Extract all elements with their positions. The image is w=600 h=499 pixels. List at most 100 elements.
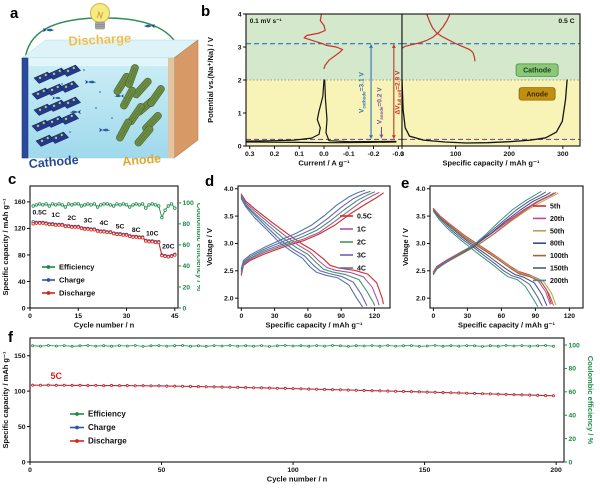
svg-text:-0.1: -0.1 [343, 151, 355, 158]
panel-label-f: f [8, 329, 13, 346]
svg-text:Anode: Anode [526, 91, 548, 98]
svg-text:3.5: 3.5 [416, 213, 426, 220]
svg-text:100th: 100th [550, 253, 568, 260]
annotation: 0.5C [32, 210, 46, 217]
svg-text:100: 100 [450, 151, 462, 158]
svg-text:80: 80 [183, 221, 191, 228]
svg-text:60: 60 [304, 313, 312, 320]
svg-text:100: 100 [569, 342, 581, 349]
svg-text:60: 60 [498, 313, 506, 320]
series-cathode-cv [303, 14, 344, 70]
svg-text:100: 100 [14, 388, 26, 395]
svg-text:100: 100 [183, 200, 195, 207]
svg-text:50: 50 [18, 424, 26, 431]
svg-text:ΔVfull cell=2.9 V: ΔVfull cell=2.9 V [395, 70, 403, 114]
svg-text:80th: 80th [550, 241, 564, 248]
legend: 5th 20th 50th 80th 100th 150th 200th [533, 204, 568, 285]
svg-text:0.5C: 0.5C [32, 210, 46, 217]
panel-e-chart: 0 30 60 90 120 2.0 2.5 3.0 3.5 4.0 Specific capaci… [401, 185, 584, 330]
svg-text:0: 0 [28, 313, 32, 320]
svg-text:0: 0 [432, 313, 436, 320]
svg-text:150: 150 [14, 353, 26, 360]
plot-frame [29, 185, 179, 309]
svg-text:Efficiency: Efficiency [88, 410, 126, 419]
svg-text:Current / A g⁻¹: Current / A g⁻¹ [298, 159, 350, 168]
annotation: Vcathode=3.1 V [359, 72, 367, 113]
annotation: 1C [51, 212, 60, 219]
svg-text:90: 90 [337, 313, 345, 320]
svg-text:Coulombic efficiency / %: Coulombic efficiency / % [195, 203, 200, 292]
svg-text:0: 0 [400, 151, 404, 158]
svg-text:Voltage / V: Voltage / V [205, 228, 214, 266]
svg-text:Vcathode=3.1 V: Vcathode=3.1 V [359, 72, 367, 113]
series-1C-discharge [240, 194, 380, 306]
svg-text:40: 40 [18, 279, 26, 286]
annotation-arrow [391, 44, 396, 139]
svg-text:Cathode: Cathode [523, 68, 551, 75]
svg-text:0: 0 [22, 459, 26, 466]
svg-text:2: 2 [238, 77, 242, 84]
svg-text:2C: 2C [357, 240, 366, 247]
annotation: 5C [51, 371, 63, 381]
svg-text:5th: 5th [550, 204, 561, 211]
svg-text:Discharge: Discharge [59, 289, 95, 298]
annotation: 0.1 mV s⁻¹ [250, 18, 282, 25]
svg-text:2.5: 2.5 [416, 268, 426, 275]
panel-d-chart: 0 30 60 90 120 2.0 2.5 3.0 3.5 4.0 Specific capaci… [205, 185, 391, 330]
svg-text:30: 30 [123, 313, 131, 320]
svg-text:15: 15 [74, 313, 82, 320]
svg-text:10C: 10C [146, 231, 159, 238]
svg-text:0.1: 0.1 [295, 151, 305, 158]
svg-text:80: 80 [569, 366, 577, 373]
annotation: 10C [146, 231, 159, 238]
svg-text:-0.3: -0.3 [392, 151, 404, 158]
svg-text:40: 40 [569, 413, 577, 420]
svg-text:0.0: 0.0 [319, 151, 329, 158]
svg-text:200: 200 [504, 151, 516, 158]
axes: 0 30 60 90 120 2.0 2.5 3.0 3.5 4.0 Specific capaci… [205, 186, 380, 329]
series-discharge [31, 383, 555, 398]
axes: 0 15 30 45 0 40 80 120 160 0 20 40 60 80 100 Cycle numb… [1, 198, 200, 329]
svg-text:0: 0 [183, 305, 187, 312]
panel-c-chart: 0 15 30 45 0 40 80 120 160 0 20 40 60 80 100 Cycle numb… [1, 185, 200, 330]
series-anode-cv-bottom [246, 141, 397, 144]
plot-frame [429, 185, 584, 309]
svg-text:1C: 1C [51, 212, 60, 219]
series-discharge [31, 221, 177, 259]
svg-text:20C: 20C [162, 243, 175, 250]
svg-text:30: 30 [271, 313, 279, 320]
badge-anode: Anode [518, 87, 556, 101]
cathode-label: Cathode [28, 153, 79, 170]
annotation: ΔVfull cell=2.9 V [395, 70, 403, 114]
svg-text:4: 4 [238, 11, 242, 18]
svg-text:0: 0 [238, 143, 242, 150]
annotation: 5C [116, 223, 125, 230]
svg-text:Potential vs.(Na⁺/Na) / V: Potential vs.(Na⁺/Na) / V [206, 37, 215, 123]
svg-text:200th: 200th [550, 278, 568, 285]
series-100th-discharge [432, 209, 554, 306]
svg-text:Specific capacity / mAh g⁻¹: Specific capacity / mAh g⁻¹ [266, 321, 363, 330]
annotation: Vanode=0.2 V [376, 87, 384, 124]
series-cathode-discharge [426, 14, 476, 62]
svg-text:30: 30 [464, 313, 472, 320]
series-0.5C-charge [240, 192, 384, 276]
series-200th-charge [432, 191, 542, 276]
series-efficiency [31, 344, 555, 348]
series-200th-discharge [432, 210, 539, 307]
svg-text:Specific capacity / mAh g⁻¹: Specific capacity / mAh g⁻¹ [1, 198, 10, 295]
svg-text:3.5: 3.5 [224, 213, 234, 220]
svg-text:Vanode=0.2 V: Vanode=0.2 V [376, 87, 384, 124]
series-0.5C-discharge [240, 193, 384, 305]
svg-text:0.5 C: 0.5 C [558, 18, 574, 25]
svg-text:20th: 20th [550, 216, 564, 223]
svg-text:4C: 4C [357, 266, 366, 273]
svg-text:1C: 1C [357, 227, 366, 234]
panel-label-a: a [10, 5, 19, 22]
series-cathode-charge [402, 14, 451, 49]
series-4C-charge [240, 189, 366, 270]
svg-text:Specific capacity / mAh g⁻¹: Specific capacity / mAh g⁻¹ [458, 321, 555, 330]
